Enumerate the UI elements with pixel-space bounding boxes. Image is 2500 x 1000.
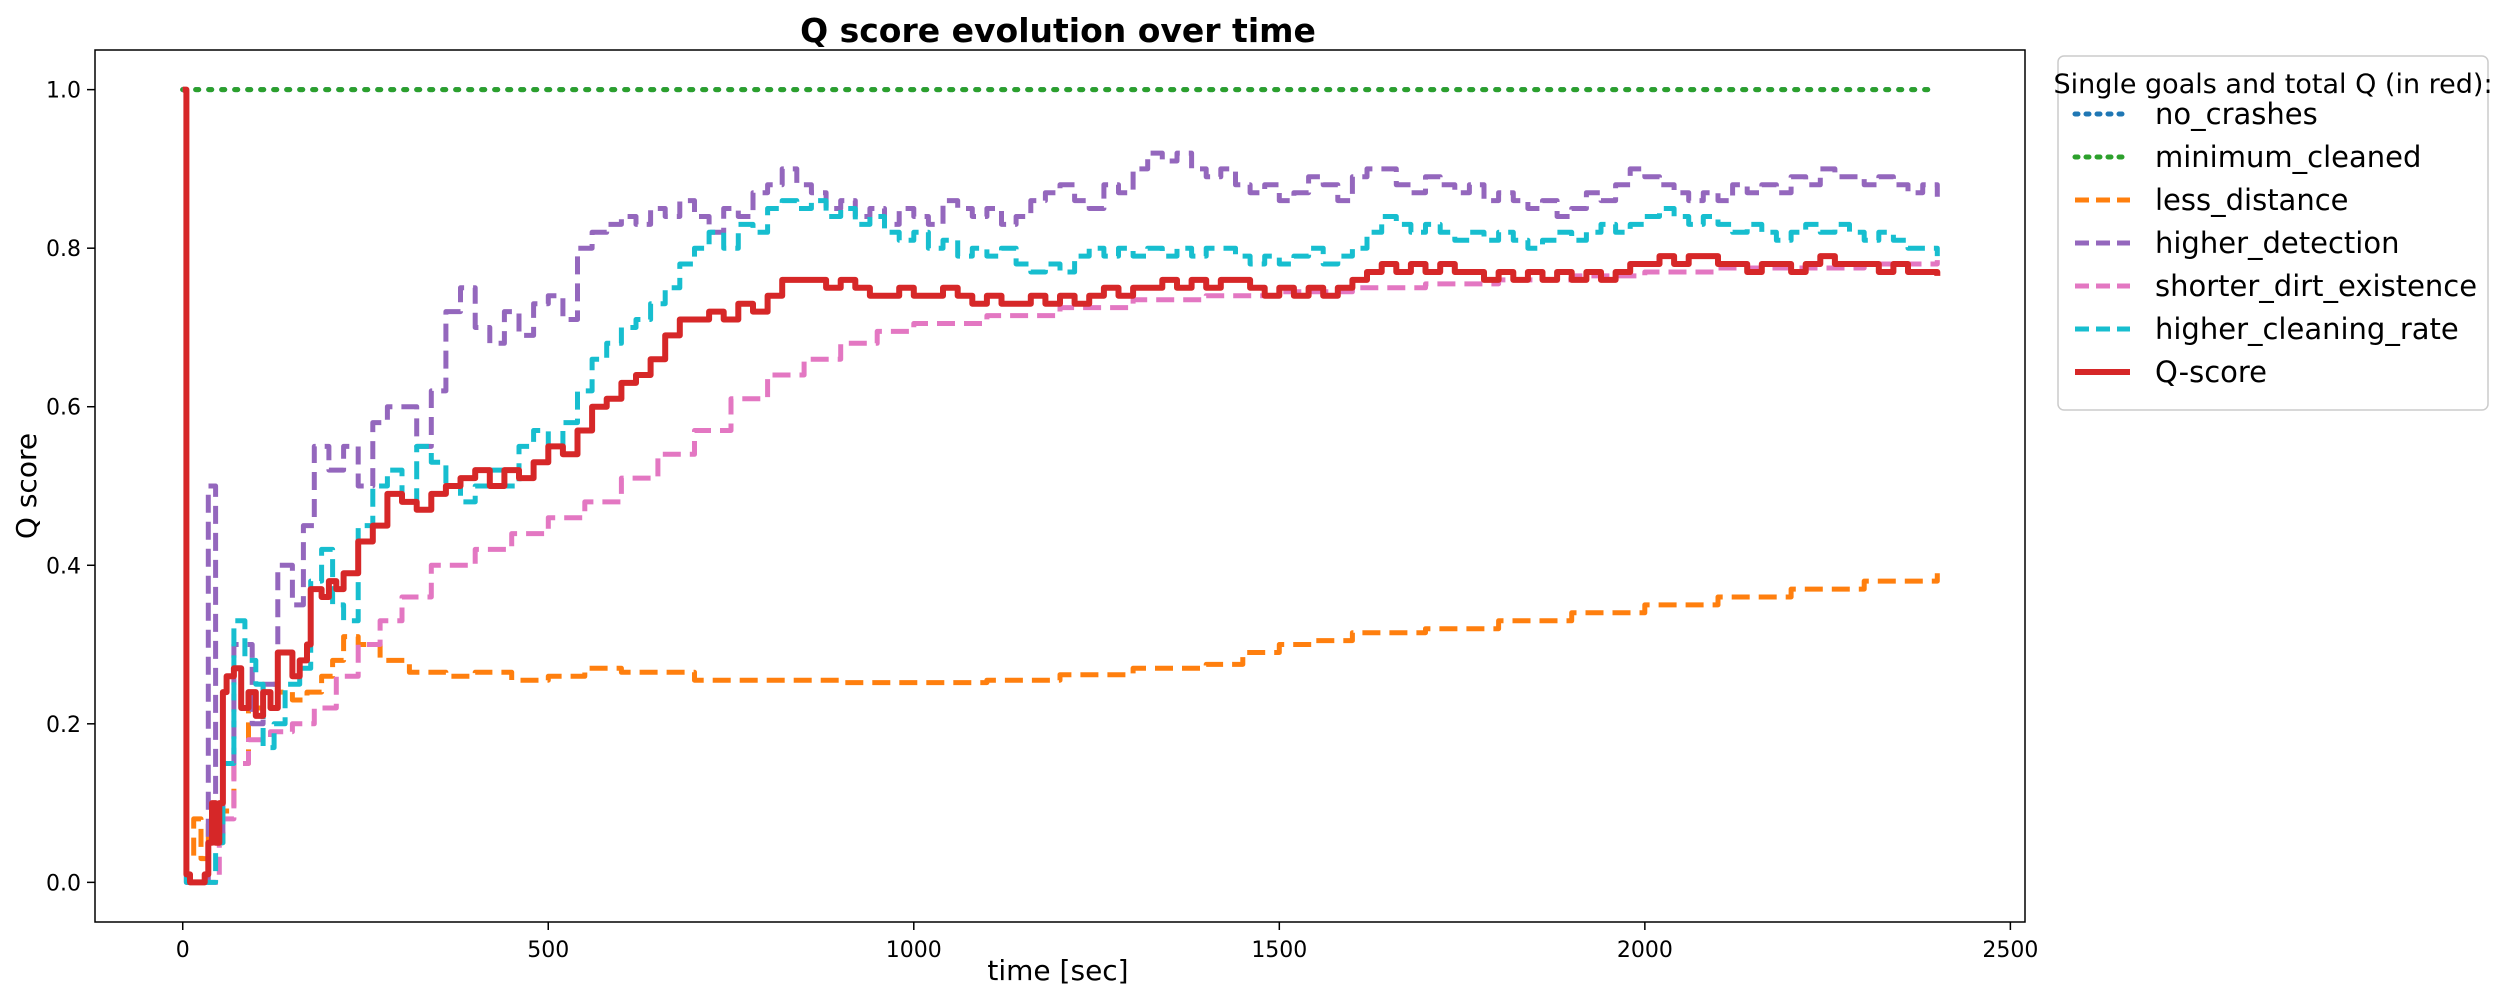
y-tick-label: 0.4 (46, 554, 81, 579)
series-line-shorter-dirt-existence (182, 87, 1940, 885)
legend-label: no_crashes (2155, 97, 2318, 131)
plot-frame (94, 49, 2026, 923)
series-layer (180, 86, 1941, 886)
legend-label: higher_cleaning_rate (2155, 312, 2459, 346)
y-tick-label: 1.0 (46, 79, 81, 104)
series-line-less-distance (182, 87, 1940, 862)
y-axis: 0.0 0.2 0.4 0.6 0.8 1.0 (46, 79, 95, 896)
y-tick-label: 0.8 (46, 237, 81, 262)
x-tick-label: 500 (527, 938, 569, 963)
x-tick-label: 1000 (886, 938, 942, 963)
y-tick-label: 0.0 (46, 871, 81, 896)
legend-label: shorter_dirt_existence (2155, 269, 2477, 303)
x-tick-label: 1500 (1251, 938, 1307, 963)
y-tick-label: 0.2 (46, 713, 81, 738)
legend-label: less_distance (2155, 183, 2349, 217)
series-line-q-score (182, 86, 1941, 886)
legend-label: Q-score (2155, 355, 2267, 389)
legend-frame (2057, 55, 2489, 411)
chart-title: Q score evolution over time (800, 11, 1316, 50)
series-line-higher-cleaning-rate (182, 87, 1940, 885)
x-axis-label: time [sec] (987, 954, 1128, 987)
legend: Single goals and total Q (in red): no_cr… (2053, 55, 2493, 411)
x-tick-label: 2000 (1617, 938, 1673, 963)
x-tick-label: 2500 (1982, 938, 2038, 963)
x-tick-label: 0 (176, 938, 190, 963)
legend-label: higher_detection (2155, 226, 2399, 260)
x-axis: 0 500 1000 1500 2000 2500 (176, 922, 2038, 963)
series-line-higher-detection (182, 87, 1940, 885)
y-axis-label: Q score (10, 433, 43, 539)
legend-title: Single goals and total Q (in red): (2053, 69, 2492, 100)
legend-label: minimum_cleaned (2155, 140, 2421, 174)
y-tick-label: 0.6 (46, 396, 81, 421)
